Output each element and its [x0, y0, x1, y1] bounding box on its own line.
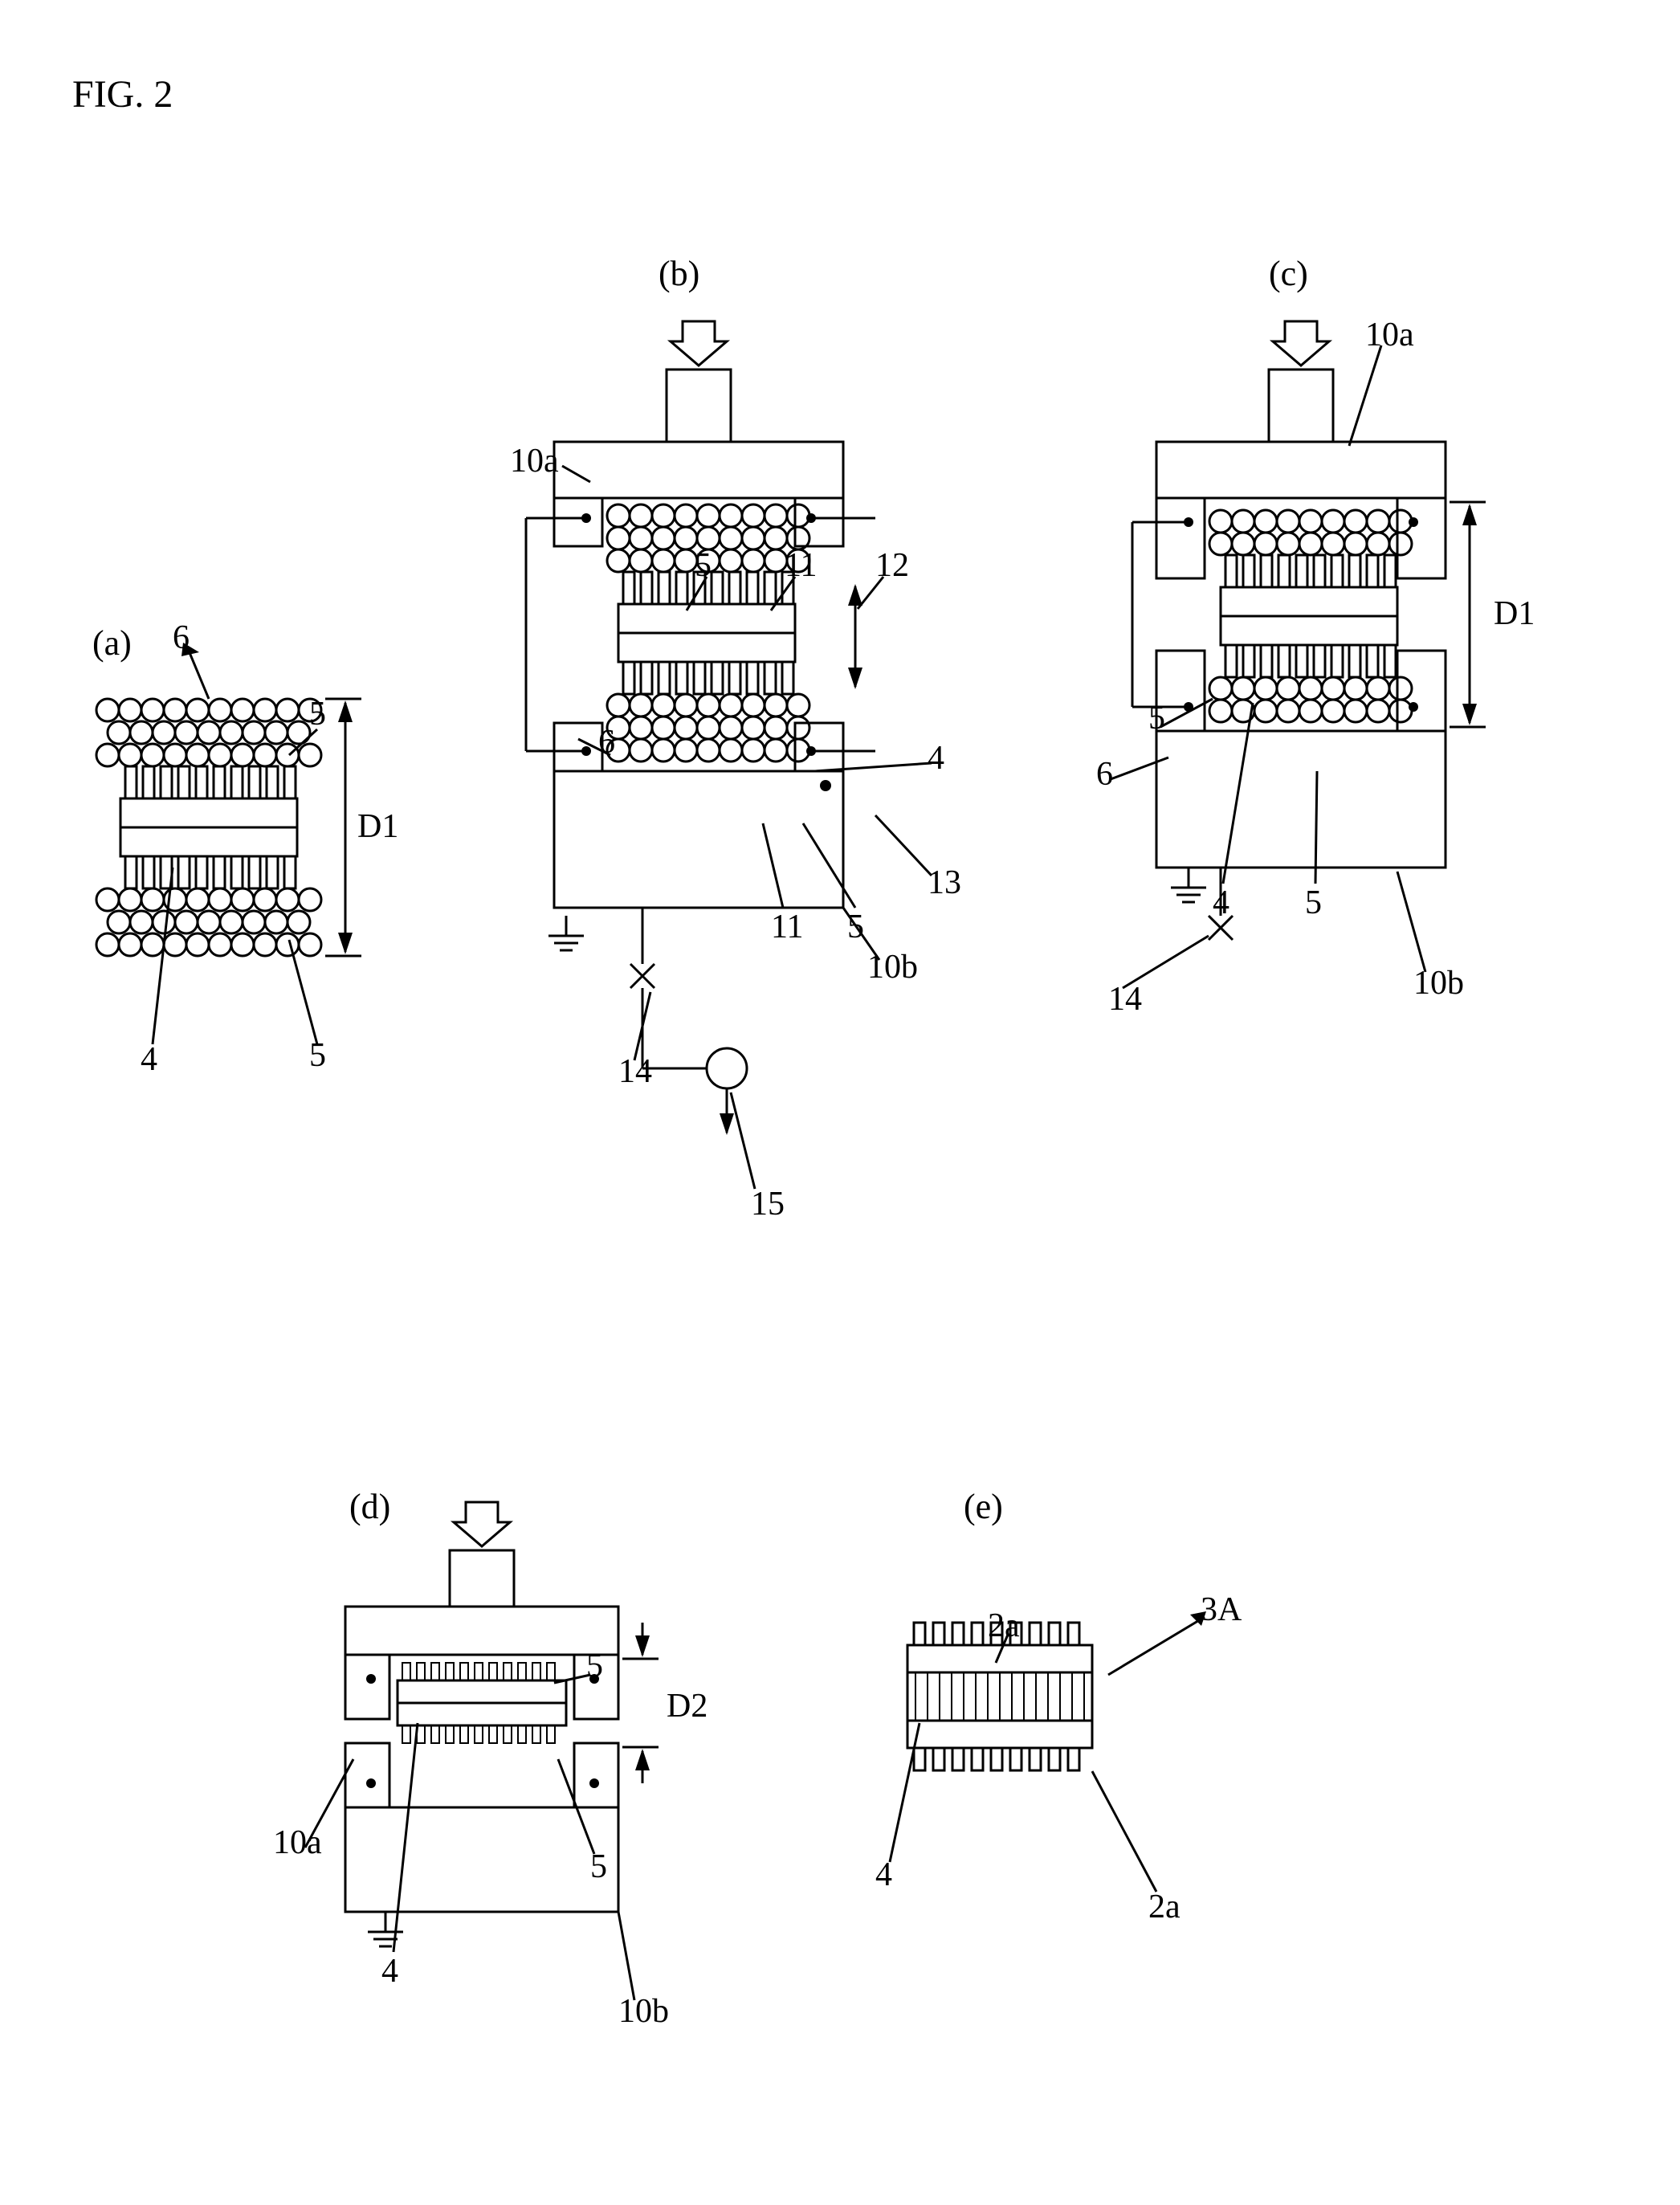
label-a-5b: 5	[309, 1036, 326, 1075]
label-c-14: 14	[1108, 980, 1142, 1019]
label-a-5t: 5	[309, 695, 326, 733]
label-e-3A: 3A	[1201, 1590, 1242, 1629]
label-b-4: 4	[928, 739, 944, 778]
label-b-5: 5	[695, 546, 712, 585]
label-e-2ab: 2a	[1148, 1888, 1180, 1926]
label-b-14: 14	[618, 1052, 652, 1091]
panel-b	[526, 321, 875, 1133]
label-e-2a: 2a	[988, 1607, 1020, 1645]
panel-c	[1132, 321, 1486, 940]
label-d-10b: 10b	[618, 1992, 669, 2031]
label-b-5b: 5	[847, 908, 864, 946]
label-e-4: 4	[875, 1856, 892, 1894]
label-c-6: 6	[1096, 755, 1113, 794]
label-d-10a: 10a	[273, 1823, 322, 1862]
panel-d	[345, 1502, 659, 1946]
label-b-13: 13	[928, 864, 961, 902]
label-d-5: 5	[586, 1647, 603, 1685]
label-a-D1: D1	[357, 807, 398, 846]
label-b-10a: 10a	[510, 442, 559, 480]
label-a-6: 6	[173, 619, 190, 657]
label-c-10a: 10a	[1365, 316, 1414, 354]
label-a-4: 4	[141, 1040, 157, 1079]
label-b-10b: 10b	[867, 948, 918, 986]
label-c-10b: 10b	[1413, 964, 1464, 1002]
label-c-4: 4	[1213, 884, 1229, 922]
label-b-6: 6	[598, 723, 615, 762]
label-b-15: 15	[751, 1185, 785, 1223]
diagram-svg	[0, 0, 1680, 2205]
label-d-4: 4	[381, 1952, 398, 1991]
label-b-12: 12	[875, 546, 909, 585]
label-b-11b: 11	[771, 908, 803, 946]
label-d-5b: 5	[590, 1848, 607, 1886]
label-c-D1: D1	[1494, 594, 1535, 633]
label-d-D2: D2	[667, 1687, 707, 1725]
label-b-11: 11	[785, 546, 817, 585]
label-c-5: 5	[1148, 699, 1165, 737]
label-c-5b: 5	[1305, 884, 1322, 922]
panel-a	[96, 699, 361, 956]
